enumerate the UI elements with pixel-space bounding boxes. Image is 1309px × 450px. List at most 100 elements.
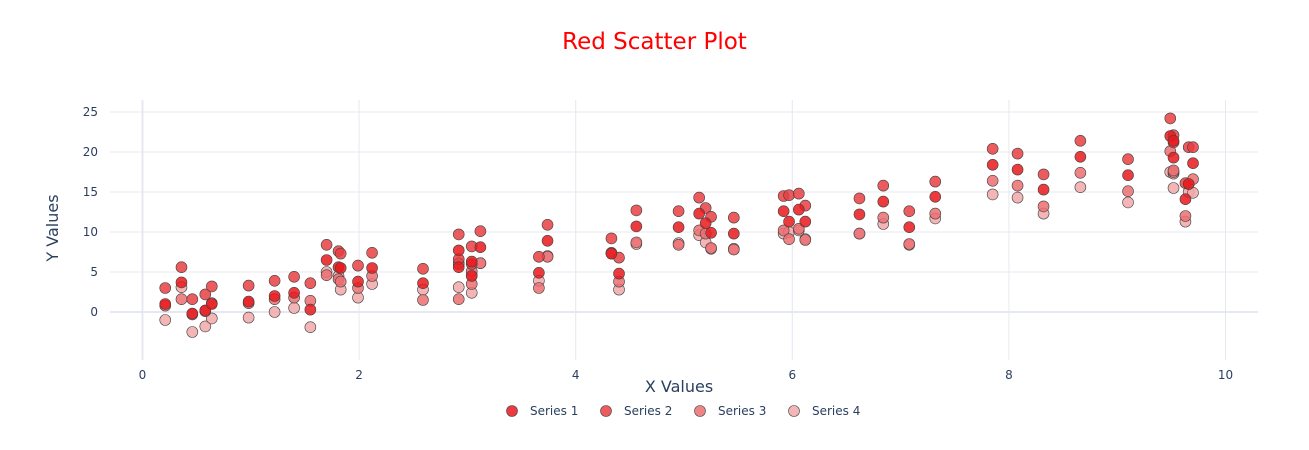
data-point[interactable] <box>792 187 805 200</box>
data-point[interactable] <box>452 261 465 274</box>
data-point[interactable] <box>877 211 890 224</box>
data-point[interactable] <box>1037 183 1050 196</box>
data-point[interactable] <box>777 224 790 237</box>
data-point[interactable] <box>1037 200 1050 213</box>
data-point[interactable] <box>417 294 429 306</box>
data-point[interactable] <box>1167 135 1180 147</box>
data-point[interactable] <box>288 302 300 314</box>
data-point[interactable] <box>533 282 545 294</box>
data-point[interactable] <box>799 234 812 246</box>
data-point[interactable] <box>417 262 429 275</box>
legend-item[interactable]: Series 2 <box>600 404 673 418</box>
data-point[interactable] <box>452 228 465 241</box>
data-point[interactable] <box>929 207 942 220</box>
data-point[interactable] <box>1074 181 1087 193</box>
data-point[interactable] <box>199 288 212 301</box>
data-point[interactable] <box>672 205 685 217</box>
data-point[interactable] <box>1179 210 1192 222</box>
data-point[interactable] <box>268 290 281 302</box>
data-point[interactable] <box>783 233 795 245</box>
data-point[interactable] <box>268 274 281 287</box>
data-point[interactable] <box>903 205 916 217</box>
data-point[interactable] <box>1122 169 1134 181</box>
data-point[interactable] <box>853 192 866 205</box>
data-point[interactable] <box>1011 179 1024 192</box>
data-point[interactable] <box>1011 147 1024 160</box>
data-point[interactable] <box>853 208 866 221</box>
data-point[interactable] <box>1164 112 1177 125</box>
data-point[interactable] <box>705 227 717 239</box>
data-point[interactable] <box>792 223 805 235</box>
data-point[interactable] <box>175 261 188 274</box>
data-point[interactable] <box>986 188 999 201</box>
data-point[interactable] <box>853 227 866 240</box>
data-point[interactable] <box>1074 135 1087 147</box>
data-point[interactable] <box>783 215 795 228</box>
data-point[interactable] <box>334 247 347 260</box>
data-point[interactable] <box>672 239 685 251</box>
data-point[interactable] <box>268 306 281 318</box>
data-point[interactable] <box>474 225 487 237</box>
data-point[interactable] <box>242 311 255 324</box>
data-point[interactable] <box>1187 157 1199 169</box>
data-point[interactable] <box>533 250 545 263</box>
data-point[interactable] <box>541 219 554 231</box>
data-point[interactable] <box>792 203 805 216</box>
data-point[interactable] <box>728 243 740 256</box>
data-point[interactable] <box>1011 191 1024 204</box>
data-point[interactable] <box>352 275 364 288</box>
data-point[interactable] <box>452 244 465 257</box>
data-point[interactable] <box>877 195 890 208</box>
data-point[interactable] <box>1074 167 1087 179</box>
data-point[interactable] <box>320 239 333 251</box>
data-point[interactable] <box>1074 151 1087 163</box>
data-point[interactable] <box>605 232 618 245</box>
data-point[interactable] <box>693 207 705 220</box>
data-point[interactable] <box>320 269 333 282</box>
data-point[interactable] <box>630 236 643 249</box>
data-point[interactable] <box>242 295 255 308</box>
data-point[interactable] <box>452 293 465 306</box>
data-point[interactable] <box>465 270 478 282</box>
data-point[interactable] <box>288 270 300 283</box>
data-point[interactable] <box>929 175 942 188</box>
legend-item[interactable]: Series 1 <box>506 404 579 418</box>
data-point[interactable] <box>777 205 790 217</box>
data-point[interactable] <box>334 275 347 288</box>
data-point[interactable] <box>728 227 740 240</box>
data-point[interactable] <box>903 238 916 250</box>
data-point[interactable] <box>1011 163 1024 176</box>
data-point[interactable] <box>613 267 625 280</box>
legend-item[interactable]: Series 4 <box>788 404 861 418</box>
data-point[interactable] <box>186 293 199 306</box>
data-point[interactable] <box>159 314 172 326</box>
data-point[interactable] <box>186 307 199 320</box>
data-point[interactable] <box>929 191 942 203</box>
data-point[interactable] <box>672 221 685 233</box>
data-point[interactable] <box>1167 164 1180 177</box>
data-point[interactable] <box>175 293 188 306</box>
data-point[interactable] <box>986 175 999 187</box>
data-point[interactable] <box>352 259 364 272</box>
data-point[interactable] <box>986 159 999 171</box>
legend[interactable]: Series 1 Series 2 Series 3 Series 4 <box>506 404 861 418</box>
data-point[interactable] <box>728 211 740 224</box>
data-point[interactable] <box>206 280 218 293</box>
data-point[interactable] <box>159 298 172 310</box>
data-point[interactable] <box>452 281 465 294</box>
data-point[interactable] <box>1182 178 1195 190</box>
data-point[interactable] <box>630 204 643 217</box>
data-point[interactable] <box>175 276 188 289</box>
data-point[interactable] <box>206 312 218 325</box>
data-point[interactable] <box>799 215 812 228</box>
data-point[interactable] <box>320 254 333 266</box>
data-point[interactable] <box>304 277 317 290</box>
data-point[interactable] <box>1167 182 1180 194</box>
data-point[interactable] <box>1122 153 1134 165</box>
data-point[interactable] <box>533 266 545 279</box>
data-point[interactable] <box>334 262 347 274</box>
data-point[interactable] <box>541 235 554 247</box>
data-point[interactable] <box>1037 168 1050 181</box>
data-point[interactable] <box>304 303 317 316</box>
data-point[interactable] <box>1122 185 1134 197</box>
